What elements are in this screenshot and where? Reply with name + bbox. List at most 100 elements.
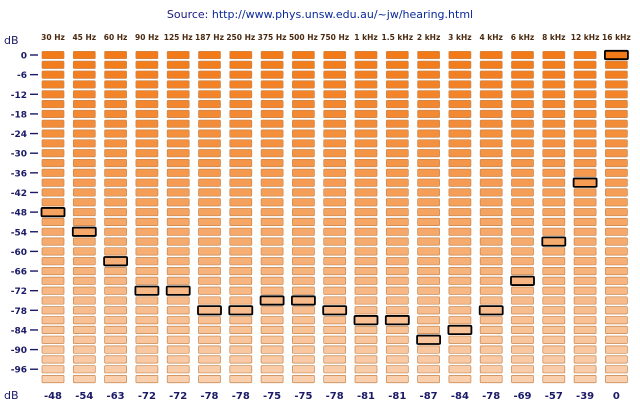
level-cell[interactable] bbox=[385, 90, 409, 99]
level-cell[interactable] bbox=[198, 217, 221, 226]
level-cell[interactable] bbox=[479, 355, 503, 364]
level-cell[interactable] bbox=[135, 139, 159, 148]
level-cell[interactable] bbox=[573, 217, 597, 226]
level-cell[interactable] bbox=[166, 119, 190, 128]
level-cell[interactable] bbox=[511, 178, 534, 187]
level-cell[interactable] bbox=[198, 208, 221, 217]
level-cell[interactable] bbox=[417, 80, 440, 89]
level-cell[interactable] bbox=[166, 109, 190, 118]
level-cell[interactable] bbox=[417, 375, 440, 384]
level-cell[interactable] bbox=[166, 345, 190, 354]
level-cell[interactable] bbox=[605, 365, 628, 374]
level-cell[interactable] bbox=[198, 198, 221, 207]
level-cell[interactable] bbox=[448, 90, 472, 99]
level-cell[interactable] bbox=[479, 237, 503, 246]
level-cell[interactable] bbox=[135, 70, 159, 79]
level-cell[interactable] bbox=[542, 286, 566, 295]
level-cell[interactable] bbox=[511, 158, 534, 168]
level-cell[interactable] bbox=[198, 266, 221, 276]
level-cell[interactable] bbox=[479, 217, 503, 226]
level-cell[interactable] bbox=[104, 168, 127, 177]
level-cell[interactable] bbox=[260, 109, 284, 118]
level-cell[interactable] bbox=[166, 80, 190, 89]
level-cell[interactable] bbox=[135, 168, 159, 177]
level-cell[interactable] bbox=[417, 158, 440, 168]
level-cell[interactable] bbox=[385, 100, 409, 109]
level-cell[interactable] bbox=[292, 237, 315, 246]
level-cell[interactable] bbox=[605, 257, 628, 266]
level-cell[interactable] bbox=[41, 296, 65, 305]
level-cell[interactable] bbox=[385, 335, 409, 344]
level-cell[interactable] bbox=[260, 50, 284, 60]
level-cell[interactable] bbox=[323, 70, 347, 79]
level-cell[interactable] bbox=[41, 50, 65, 60]
level-cell[interactable] bbox=[135, 345, 159, 354]
level-cell[interactable] bbox=[260, 375, 284, 384]
level-cell[interactable] bbox=[385, 50, 409, 60]
level-cell[interactable] bbox=[354, 188, 378, 197]
level-cell[interactable] bbox=[573, 139, 597, 148]
level-cell[interactable] bbox=[292, 80, 315, 89]
level-cell[interactable] bbox=[166, 188, 190, 197]
level-cell[interactable] bbox=[354, 80, 378, 89]
level-cell[interactable] bbox=[511, 247, 534, 256]
level-cell[interactable] bbox=[542, 129, 566, 138]
level-cell[interactable] bbox=[323, 119, 347, 128]
level-cell[interactable] bbox=[72, 355, 96, 364]
level-cell[interactable] bbox=[41, 306, 65, 315]
level-cell[interactable] bbox=[260, 306, 284, 315]
level-cell[interactable] bbox=[292, 188, 315, 197]
level-cell[interactable] bbox=[72, 276, 96, 285]
level-cell[interactable] bbox=[41, 335, 65, 344]
level-cell[interactable] bbox=[448, 109, 472, 118]
level-cell[interactable] bbox=[135, 208, 159, 217]
level-cell[interactable] bbox=[573, 198, 597, 207]
level-cell[interactable] bbox=[72, 198, 96, 207]
level-cell[interactable] bbox=[448, 188, 472, 197]
level-cell[interactable] bbox=[41, 139, 65, 148]
level-cell[interactable] bbox=[573, 90, 597, 99]
level-cell[interactable] bbox=[104, 335, 127, 344]
level-cell[interactable] bbox=[41, 355, 65, 364]
level-cell[interactable] bbox=[605, 80, 628, 89]
level-cell[interactable] bbox=[323, 217, 347, 226]
level-cell[interactable] bbox=[479, 316, 503, 325]
level-cell[interactable] bbox=[41, 286, 65, 295]
level-cell[interactable] bbox=[229, 100, 253, 109]
level-cell[interactable] bbox=[542, 198, 566, 207]
level-cell[interactable] bbox=[448, 355, 472, 364]
level-cell[interactable] bbox=[573, 149, 597, 158]
level-cell[interactable] bbox=[323, 237, 347, 246]
level-cell[interactable] bbox=[198, 335, 221, 344]
level-cell[interactable] bbox=[605, 178, 628, 187]
level-cell[interactable] bbox=[354, 60, 378, 69]
level-cell[interactable] bbox=[198, 276, 221, 285]
level-cell[interactable] bbox=[479, 129, 503, 138]
level-cell[interactable] bbox=[448, 266, 472, 276]
selected-threshold-cell[interactable] bbox=[197, 305, 222, 316]
level-cell[interactable] bbox=[135, 355, 159, 364]
level-cell[interactable] bbox=[135, 119, 159, 128]
level-cell[interactable] bbox=[511, 129, 534, 138]
selected-threshold-cell[interactable] bbox=[228, 305, 254, 316]
level-cell[interactable] bbox=[354, 335, 378, 344]
level-cell[interactable] bbox=[166, 247, 190, 256]
selected-threshold-cell[interactable] bbox=[478, 305, 504, 316]
level-cell[interactable] bbox=[448, 119, 472, 128]
level-cell[interactable] bbox=[135, 365, 159, 374]
level-cell[interactable] bbox=[511, 266, 534, 276]
level-cell[interactable] bbox=[166, 227, 190, 236]
level-cell[interactable] bbox=[511, 286, 534, 295]
level-cell[interactable] bbox=[479, 158, 503, 168]
level-cell[interactable] bbox=[229, 217, 253, 226]
level-cell[interactable] bbox=[323, 325, 347, 335]
level-cell[interactable] bbox=[72, 217, 96, 226]
level-cell[interactable] bbox=[229, 60, 253, 69]
level-cell[interactable] bbox=[260, 129, 284, 138]
level-cell[interactable] bbox=[417, 109, 440, 118]
level-cell[interactable] bbox=[41, 247, 65, 256]
level-cell[interactable] bbox=[542, 257, 566, 266]
level-cell[interactable] bbox=[354, 237, 378, 246]
level-cell[interactable] bbox=[417, 296, 440, 305]
level-cell[interactable] bbox=[385, 158, 409, 168]
